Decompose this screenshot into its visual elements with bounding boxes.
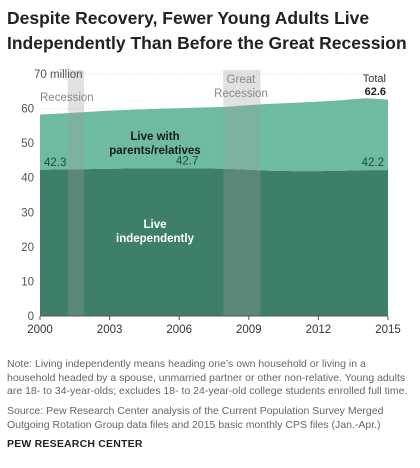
x-tick-label-2009: 2009 bbox=[236, 324, 262, 336]
recession-band-0 bbox=[67, 70, 85, 316]
value-label-2015: 42.2 bbox=[362, 157, 384, 169]
recession-label: Recession bbox=[40, 92, 94, 104]
chart-source: Source: Pew Research Center analysis of … bbox=[7, 405, 384, 431]
value-label-2000: 42.3 bbox=[44, 157, 66, 169]
x-tick-label-2000: 2000 bbox=[27, 324, 53, 336]
value-label-2007: 42.7 bbox=[176, 155, 198, 167]
y-unit-label: 70 million bbox=[34, 69, 83, 81]
brand-label: PEW RESEARCH CENTER bbox=[7, 438, 143, 450]
series-label-parents-line2: parents/relatives bbox=[109, 145, 200, 157]
x-tick-label-2015: 2015 bbox=[375, 324, 401, 336]
y-tick-label-0: 0 bbox=[28, 311, 34, 323]
recession-band-1 bbox=[223, 70, 261, 316]
chart-note: Note: Living independently means heading… bbox=[7, 358, 408, 397]
chart-title: Despite Recovery, Fewer Young Adults Liv… bbox=[7, 8, 407, 53]
total-value: 62.6 bbox=[365, 86, 386, 98]
total-label: Total bbox=[363, 73, 386, 85]
y-tick-label-60: 60 bbox=[21, 104, 34, 116]
y-tick-label-50: 50 bbox=[21, 138, 34, 150]
series-label-independent-line2: independently bbox=[116, 233, 195, 245]
y-tick-label-40: 40 bbox=[21, 173, 34, 185]
x-tick-label-2012: 2012 bbox=[306, 324, 332, 336]
great-recession-label-line1: Great bbox=[227, 74, 257, 86]
area-live-independently bbox=[40, 168, 388, 316]
area-live-with-parents bbox=[40, 98, 388, 172]
y-tick-label-20: 20 bbox=[21, 242, 34, 254]
series-label-independent-line1: Live bbox=[143, 219, 166, 231]
x-tick-label-2003: 2003 bbox=[97, 324, 123, 336]
chart: Recession Great Recession 2000 2003 2006 2009 2… bbox=[21, 69, 401, 336]
x-tick-label-2006: 2006 bbox=[166, 324, 192, 336]
series-label-parents-line1: Live with bbox=[130, 131, 179, 143]
y-tick-label-10: 10 bbox=[21, 276, 34, 288]
y-tick-label-30: 30 bbox=[21, 207, 34, 219]
great-recession-label-line2: Recession bbox=[214, 88, 268, 100]
